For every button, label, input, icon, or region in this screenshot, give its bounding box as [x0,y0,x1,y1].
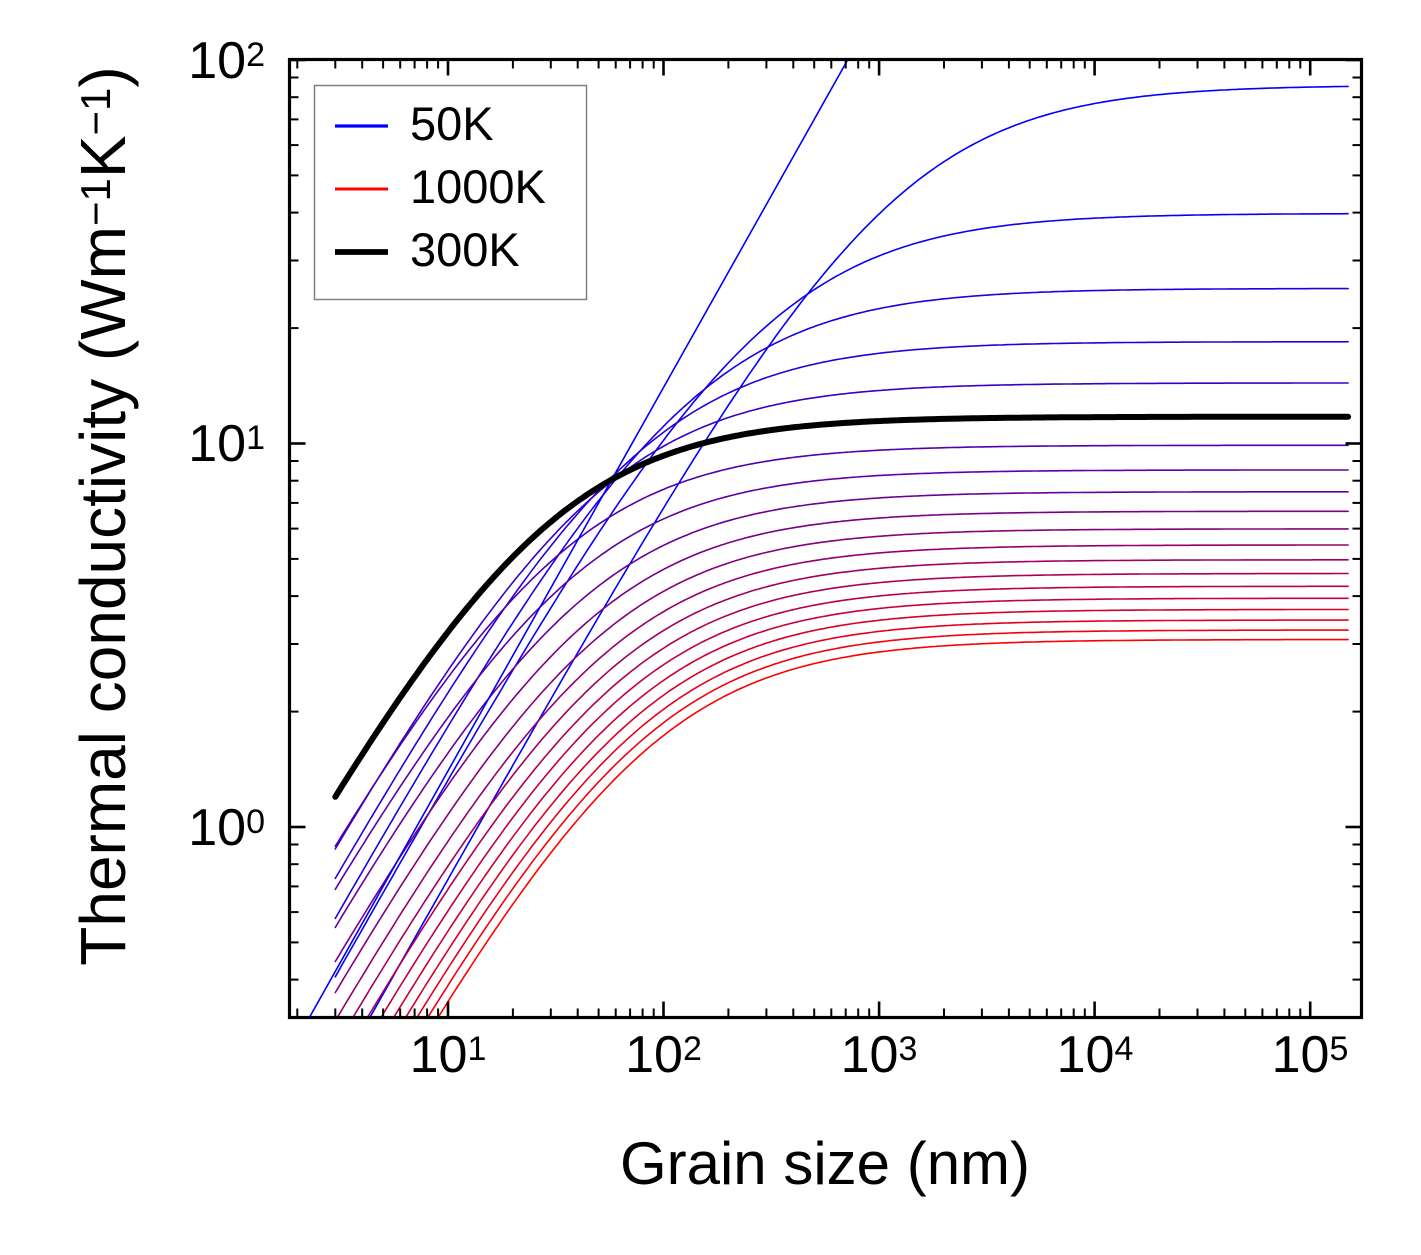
svg-text:1000K: 1000K [410,160,546,213]
svg-text:300K: 300K [410,223,520,276]
svg-text:Grain size (nm): Grain size (nm) [620,1130,1030,1197]
svg-text:50K: 50K [410,97,494,150]
